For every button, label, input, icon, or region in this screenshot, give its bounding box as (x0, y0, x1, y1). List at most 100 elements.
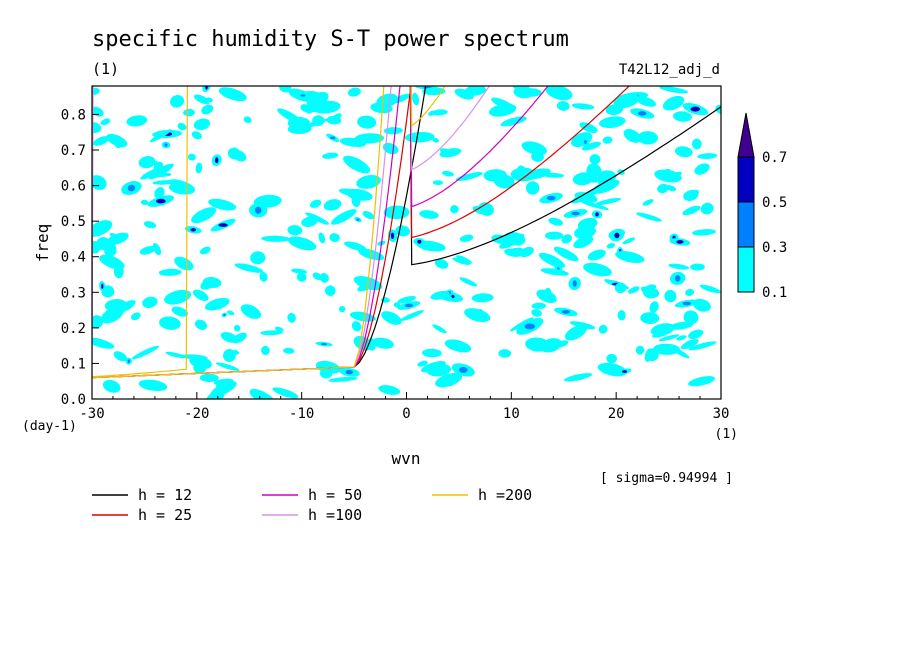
contour-blob (113, 264, 124, 279)
y-axis-label: freq (33, 224, 52, 263)
contour-fill-layer (92, 86, 721, 399)
contour-blob (347, 87, 361, 97)
contour-blob (187, 153, 196, 161)
y-tick-label: 0.6 (61, 179, 86, 195)
colorbar-arrow (737, 112, 755, 158)
contour-core (218, 223, 228, 227)
contour-core (459, 366, 468, 373)
contour-blob (676, 335, 687, 341)
contour-blob (419, 210, 439, 219)
contour-blob (432, 324, 447, 334)
contour-blob (201, 104, 214, 115)
contour-blob (683, 189, 700, 201)
contour-blob (193, 118, 211, 131)
contour-blob (204, 297, 230, 311)
contour-blob (345, 188, 373, 201)
legend-label: h = 25 (138, 506, 192, 524)
contour-blob (583, 262, 612, 277)
contour-blob (622, 237, 636, 245)
contour-blob (113, 351, 128, 362)
contour-blob (614, 282, 627, 294)
contour-core (330, 136, 336, 140)
contour-core (205, 86, 208, 90)
contour-blob (444, 339, 472, 353)
contour-blob (454, 88, 474, 100)
contour-blob (553, 246, 579, 262)
contour-blob (143, 221, 157, 229)
contour-blob (587, 249, 606, 261)
contour-blob (291, 268, 308, 274)
contour-blob (148, 163, 174, 180)
contour-blob (287, 236, 317, 251)
contour-blob (356, 174, 381, 189)
contour-blob (580, 201, 610, 210)
contour-blob (382, 142, 399, 155)
contour-blob (540, 338, 562, 353)
contour-blob (222, 349, 236, 362)
contour-blob (260, 330, 283, 336)
contour-blob (381, 311, 402, 325)
contour-blob (669, 346, 690, 359)
contour-blob (261, 345, 270, 356)
contour-blob (598, 116, 626, 129)
contour-blob (577, 217, 598, 231)
x-axis: -30 -20 -10 0 10 20 30 (79, 392, 729, 422)
contour-core (571, 211, 580, 216)
contour-blob (636, 96, 656, 107)
colorbar-level-label: 0.3 (762, 240, 787, 256)
contour-core (417, 239, 422, 244)
contour-blob (142, 296, 158, 308)
contour-blob (692, 229, 716, 236)
contour-blob (548, 217, 564, 226)
contour-blob (637, 131, 658, 145)
contour-blob (650, 323, 675, 336)
contour-blob (472, 205, 490, 215)
contour-blob (272, 387, 299, 399)
contour-blob (192, 289, 209, 301)
contour-blob (664, 289, 677, 303)
contour-blob (193, 360, 207, 374)
contour-blob (232, 332, 247, 344)
contour-blob (659, 86, 689, 94)
dispersion-curves-layer (92, 86, 721, 379)
contour-blob (685, 288, 695, 296)
contour-blob (312, 115, 325, 127)
x-tick-label: 0 (402, 406, 410, 422)
contour-core (127, 359, 130, 364)
contour-blob (564, 324, 587, 341)
contour-blob (329, 233, 340, 243)
dispersion-curve-ig (409, 86, 721, 266)
contour-blob (571, 103, 595, 110)
contour-blob (100, 306, 124, 324)
contour-blob (509, 317, 534, 332)
contour-blob (605, 104, 623, 116)
contour-blob (688, 329, 704, 340)
contour-blob (344, 241, 367, 251)
contour-blob (191, 131, 202, 140)
y-tick-label: 0.3 (61, 285, 86, 301)
contour-blob (439, 291, 453, 300)
contour-blob (370, 102, 393, 114)
contour-blob (319, 273, 329, 283)
contour-blob (240, 304, 262, 319)
contour-blob (296, 272, 307, 282)
contour-blob (93, 136, 110, 146)
y-tick-label: 0.5 (61, 214, 86, 230)
contour-blob (194, 94, 210, 105)
contour-core (300, 94, 306, 97)
contour-blob (131, 345, 160, 360)
contour-blob (434, 258, 449, 269)
contour-blob (183, 108, 195, 117)
contour-blob (259, 272, 268, 282)
contour-blob (152, 242, 162, 256)
contour-blob (617, 310, 626, 321)
contour-blob (531, 302, 547, 310)
contour-blob (417, 360, 428, 367)
contour-blob (640, 312, 660, 325)
contour-blob (432, 180, 444, 186)
contour-blob (668, 263, 690, 270)
contour-blob (372, 337, 394, 349)
contour-core (127, 184, 136, 192)
contour-blob (234, 263, 264, 273)
contour-blob (412, 92, 420, 106)
